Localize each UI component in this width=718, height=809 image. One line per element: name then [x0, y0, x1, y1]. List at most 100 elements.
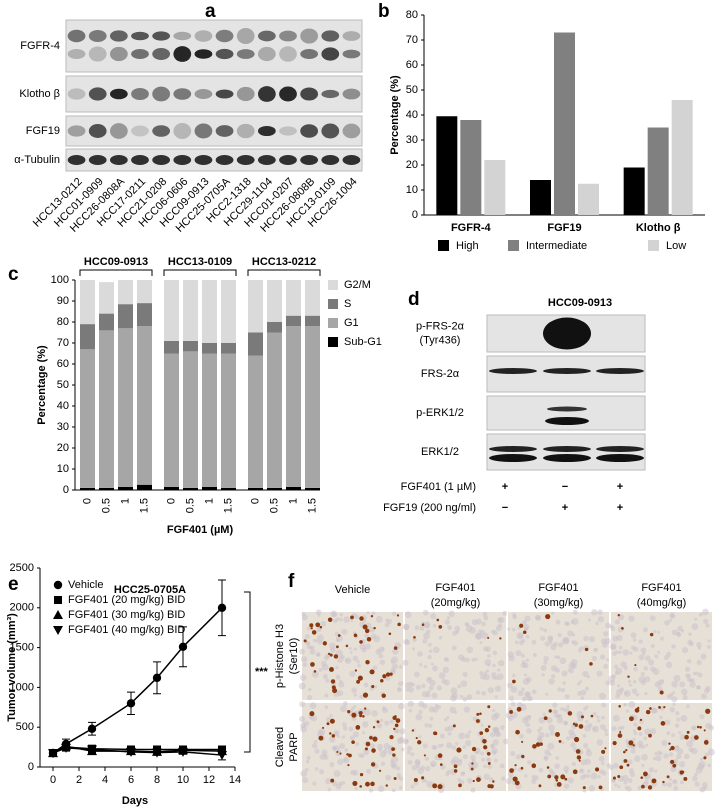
ihc-texture — [319, 769, 325, 775]
ihc-texture — [527, 760, 532, 765]
ihc-texture — [571, 761, 576, 767]
ihc-texture — [356, 660, 360, 664]
legend-swatch — [328, 318, 338, 328]
ihc-texture — [352, 770, 359, 776]
y-tick-label: 60 — [406, 59, 418, 71]
ihc-texture — [446, 769, 451, 774]
ihc-texture — [502, 610, 508, 616]
ihc-texture — [382, 707, 389, 714]
ihc-stain — [385, 784, 389, 787]
ihc-texture — [553, 641, 558, 647]
y-tick-label: 30 — [57, 421, 69, 433]
legend-label: G1 — [344, 317, 359, 329]
ihc-texture — [447, 725, 454, 732]
ihc-stain — [576, 755, 582, 760]
ihc-stain — [694, 735, 699, 740]
ihc-texture — [620, 661, 627, 668]
ihc-texture — [376, 722, 383, 729]
ihc-texture — [456, 759, 463, 767]
ihc-texture — [428, 723, 433, 728]
ihc-texture — [538, 767, 544, 773]
bar-segment — [202, 486, 217, 490]
ihc-texture — [601, 702, 607, 708]
ihc-stain — [516, 706, 522, 712]
ihc-texture — [422, 638, 428, 644]
blot-row-label: FRS-2α — [421, 368, 460, 380]
ihc-texture — [353, 693, 358, 697]
ihc-texture — [491, 713, 498, 721]
ihc-stain — [433, 731, 437, 736]
ihc-texture — [342, 726, 348, 731]
ihc-texture — [690, 678, 695, 683]
x-tick-label: 10 — [177, 774, 189, 786]
ihc-texture — [556, 655, 561, 660]
ihc-texture — [492, 709, 496, 713]
ihc-texture — [455, 742, 459, 746]
y-tick-label: 0 — [63, 484, 69, 496]
ihc-texture — [596, 739, 604, 746]
ihc-texture — [460, 771, 466, 777]
ihc-stain — [686, 730, 690, 734]
ihc-texture — [363, 682, 369, 688]
ihc-texture — [525, 658, 530, 662]
ihc-stain — [362, 714, 365, 718]
ihc-texture — [397, 680, 404, 687]
ihc-texture — [632, 729, 636, 733]
ihc-texture — [519, 733, 524, 739]
ihc-texture — [397, 772, 401, 777]
ihc-texture — [423, 664, 428, 669]
bar-segment — [164, 340, 179, 354]
ihc-texture — [487, 764, 493, 770]
blot-band — [279, 46, 297, 62]
ihc-stain — [362, 692, 369, 698]
ihc-stain — [564, 777, 568, 781]
group-bracket — [247, 269, 321, 276]
ihc-stain — [310, 627, 313, 630]
ihc-texture — [673, 785, 679, 791]
ihc-texture — [623, 780, 628, 785]
ihc-texture — [564, 694, 570, 700]
ihc-stain — [684, 734, 689, 740]
ihc-stain — [392, 753, 396, 757]
blot-band — [173, 88, 192, 100]
ihc-texture — [661, 740, 668, 747]
ihc-stain — [584, 647, 589, 652]
ihc-stain — [479, 731, 484, 735]
ihc-texture — [392, 648, 399, 655]
ihc-texture — [522, 619, 527, 625]
blot-band — [596, 446, 644, 452]
ihc-texture — [640, 647, 647, 654]
blot-band — [236, 86, 255, 102]
ihc-texture — [707, 645, 711, 649]
y-tick-label: 20 — [406, 159, 418, 171]
ihc-texture — [514, 640, 519, 645]
ihc-stain — [417, 740, 422, 745]
bar-segment — [183, 487, 198, 490]
ihc-stain — [637, 726, 642, 731]
ihc-stain — [484, 727, 490, 733]
treatment-sign: − — [562, 481, 568, 493]
ihc-stain — [623, 750, 626, 754]
ihc-texture — [314, 748, 320, 754]
ihc-texture — [487, 654, 491, 658]
ihc-texture — [392, 611, 397, 616]
y-tick-label: 90 — [57, 295, 69, 307]
ihc-texture — [481, 757, 486, 762]
blot-band — [194, 49, 213, 59]
ihc-texture — [695, 766, 703, 774]
ihc-texture — [641, 744, 646, 749]
ihc-stain — [699, 725, 702, 729]
ihc-stain — [364, 747, 368, 751]
blot-band — [342, 123, 361, 139]
ihc-texture — [342, 722, 347, 727]
ihc-stain — [453, 769, 458, 773]
ihc-stain — [357, 675, 363, 681]
ihc-texture — [418, 735, 422, 739]
ihc-stain — [364, 628, 370, 634]
ihc-stain — [333, 654, 339, 659]
ihc-texture — [402, 659, 409, 666]
ihc-stain — [365, 781, 370, 787]
ihc-texture — [699, 713, 705, 720]
ihc-texture — [508, 655, 515, 662]
bar-segment — [202, 280, 217, 343]
